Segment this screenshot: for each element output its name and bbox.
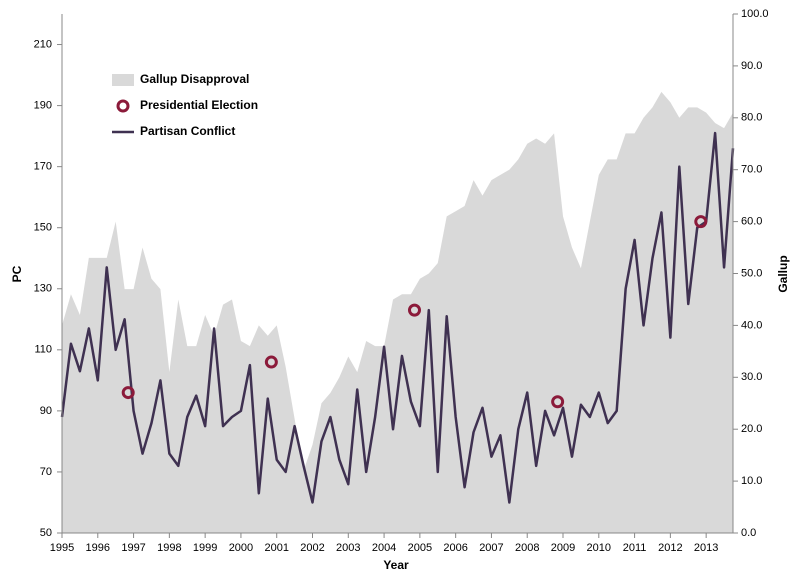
marker [121, 386, 135, 400]
x-tick-label: 2009 [551, 542, 575, 554]
y-tick-label: 110 [34, 344, 52, 356]
y-tick-label: 50 [40, 527, 52, 539]
x-tick-label: 2001 [264, 542, 288, 554]
x-tick-label: 2010 [587, 542, 611, 554]
legend-label: Partisan Conflict [140, 124, 235, 138]
x-tick-label: 2000 [229, 542, 253, 554]
y2-tick-label: 90.0 [741, 60, 762, 72]
y2-tick-label: 30.0 [741, 371, 762, 383]
x-tick-label: 2011 [623, 542, 647, 554]
y2-tick-label: 20.0 [741, 423, 762, 435]
line [60, 131, 735, 504]
area [62, 91, 733, 533]
x-tick-label: 2012 [658, 542, 682, 554]
y-tick-label: 150 [34, 222, 52, 234]
y2-tick-label: 40.0 [741, 319, 762, 331]
x-tick-label: 2005 [408, 542, 432, 554]
y2-tick-label: 10.0 [741, 475, 762, 487]
marker [551, 395, 565, 409]
x-tick-label: 2004 [372, 542, 396, 554]
x-tick-label: 1999 [193, 542, 217, 554]
y-tick-label: 130 [34, 283, 52, 295]
legend-swatch [112, 74, 134, 86]
plot-area [60, 91, 735, 533]
y2-axis-title: Gallup [776, 255, 790, 292]
marker [264, 355, 278, 369]
y-tick-label: 190 [34, 99, 52, 111]
y2-tick-label: 60.0 [741, 216, 762, 228]
x-tick-label: 2013 [694, 542, 718, 554]
y-tick-label: 90 [40, 405, 52, 417]
x-tick-label: 1996 [86, 542, 110, 554]
x-axis-title: Year [383, 558, 409, 572]
x-tick-label: 2002 [300, 542, 324, 554]
x-tick-label: 2006 [443, 542, 467, 554]
y-tick-label: 170 [34, 161, 52, 173]
x-tick-label: 1998 [157, 542, 181, 554]
x-tick-label: 2007 [479, 542, 503, 554]
y-tick-label: 70 [40, 466, 52, 478]
x-tick-label: 2003 [336, 542, 360, 554]
x-tick-label: 1997 [121, 542, 145, 554]
y2-tick-label: 80.0 [741, 112, 762, 124]
y2-tick-label: 70.0 [741, 164, 762, 176]
y2-tick-label: 100.0 [741, 8, 769, 20]
marker [407, 303, 421, 317]
x-tick-label: 1995 [50, 542, 74, 554]
y-tick-label: 210 [34, 38, 52, 50]
marker [694, 215, 708, 229]
y2-tick-label: 50.0 [741, 267, 762, 279]
legend-swatch [116, 99, 130, 113]
legend-label: Gallup Disapproval [140, 72, 249, 86]
x-tick-label: 2008 [515, 542, 539, 554]
y2-tick-label: 0.0 [741, 527, 756, 539]
y-axis-title: PC [10, 265, 24, 282]
legend-label: Presidential Election [140, 98, 258, 112]
